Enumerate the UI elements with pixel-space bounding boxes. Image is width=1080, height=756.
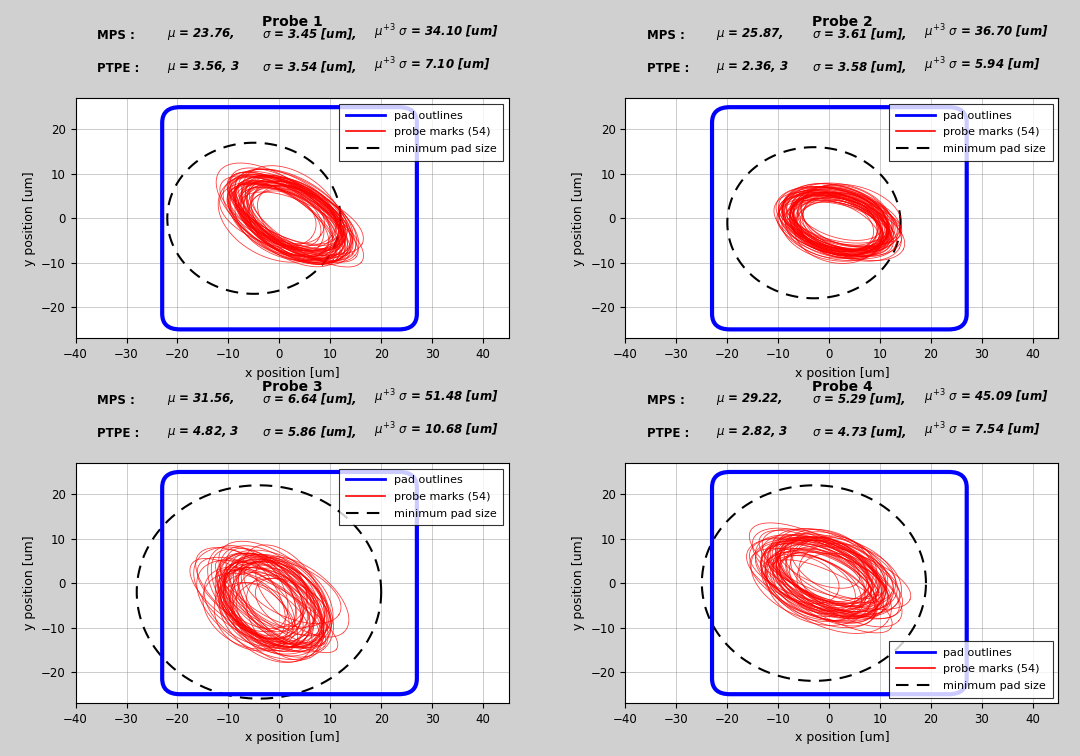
Legend: pad outlines, probe marks (54), minimum pad size: pad outlines, probe marks (54), minimum …	[339, 104, 503, 160]
Legend: pad outlines, probe marks (54), minimum pad size: pad outlines, probe marks (54), minimum …	[889, 104, 1053, 160]
Text: $\mu^{+3}$ $\sigma$ = 10.68 [um]: $\mu^{+3}$ $\sigma$ = 10.68 [um]	[375, 420, 499, 440]
Text: MPS :: MPS :	[97, 29, 135, 42]
Text: $\mu^{+3}$ $\sigma$ = 51.48 [um]: $\mu^{+3}$ $\sigma$ = 51.48 [um]	[375, 387, 499, 407]
Text: $\sigma$ = 5.86 [um],: $\sigma$ = 5.86 [um],	[261, 424, 356, 440]
Text: $\mu^{+3}$ $\sigma$ = 34.10 [um]: $\mu^{+3}$ $\sigma$ = 34.10 [um]	[375, 22, 499, 42]
Legend: pad outlines, probe marks (54), minimum pad size: pad outlines, probe marks (54), minimum …	[339, 469, 503, 525]
Text: $\mu$ = 31.56,: $\mu$ = 31.56,	[166, 391, 234, 407]
Y-axis label: y position [um]: y position [um]	[572, 171, 585, 265]
Text: $\sigma$ = 4.73 [um],: $\sigma$ = 4.73 [um],	[811, 424, 906, 440]
Text: PTPE :: PTPE :	[97, 427, 139, 440]
Text: $\mu$ = 2.36, 3: $\mu$ = 2.36, 3	[716, 60, 789, 76]
Text: MPS :: MPS :	[647, 394, 685, 407]
Text: $\mu$ = 2.82, 3: $\mu$ = 2.82, 3	[716, 424, 788, 440]
Text: MPS :: MPS :	[647, 29, 685, 42]
Text: MPS :: MPS :	[97, 394, 135, 407]
Text: $\mu^{+3}$ $\sigma$ = 5.94 [um]: $\mu^{+3}$ $\sigma$ = 5.94 [um]	[924, 56, 1041, 76]
Text: PTPE :: PTPE :	[97, 63, 139, 76]
Title: Probe 1: Probe 1	[261, 15, 323, 29]
X-axis label: x position [um]: x position [um]	[245, 731, 339, 745]
Title: Probe 3: Probe 3	[261, 380, 323, 394]
Text: $\mu^{+3}$ $\sigma$ = 45.09 [um]: $\mu^{+3}$ $\sigma$ = 45.09 [um]	[924, 387, 1049, 407]
Text: $\mu^{+3}$ $\sigma$ = 36.70 [um]: $\mu^{+3}$ $\sigma$ = 36.70 [um]	[924, 22, 1049, 42]
Title: Probe 4: Probe 4	[811, 380, 873, 394]
Text: $\sigma$ = 3.61 [um],: $\sigma$ = 3.61 [um],	[811, 26, 906, 42]
Text: $\mu$ = 29.22,: $\mu$ = 29.22,	[716, 391, 783, 407]
X-axis label: x position [um]: x position [um]	[245, 367, 339, 380]
Y-axis label: y position [um]: y position [um]	[23, 171, 36, 265]
Y-axis label: y position [um]: y position [um]	[572, 536, 585, 631]
Legend: pad outlines, probe marks (54), minimum pad size: pad outlines, probe marks (54), minimum …	[889, 641, 1053, 698]
Text: $\mu^{+3}$ $\sigma$ = 7.10 [um]: $\mu^{+3}$ $\sigma$ = 7.10 [um]	[375, 56, 491, 76]
Text: $\sigma$ = 3.58 [um],: $\sigma$ = 3.58 [um],	[811, 60, 906, 76]
Title: Probe 2: Probe 2	[811, 15, 873, 29]
Text: $\mu$ = 23.76,: $\mu$ = 23.76,	[166, 26, 234, 42]
Text: $\sigma$ = 6.64 [um],: $\sigma$ = 6.64 [um],	[261, 391, 356, 407]
X-axis label: x position [um]: x position [um]	[795, 367, 889, 380]
X-axis label: x position [um]: x position [um]	[795, 731, 889, 745]
Text: $\sigma$ = 3.45 [um],: $\sigma$ = 3.45 [um],	[261, 26, 356, 42]
Text: $\sigma$ = 5.29 [um],: $\sigma$ = 5.29 [um],	[811, 391, 905, 407]
Text: $\mu$ = 4.82, 3: $\mu$ = 4.82, 3	[166, 424, 239, 440]
Text: $\mu$ = 3.56, 3: $\mu$ = 3.56, 3	[166, 60, 239, 76]
Text: $\mu^{+3}$ $\sigma$ = 7.54 [um]: $\mu^{+3}$ $\sigma$ = 7.54 [um]	[924, 420, 1041, 440]
Y-axis label: y position [um]: y position [um]	[23, 536, 36, 631]
Text: PTPE :: PTPE :	[647, 63, 689, 76]
Text: $\mu$ = 25.87,: $\mu$ = 25.87,	[716, 26, 784, 42]
Text: PTPE :: PTPE :	[647, 427, 689, 440]
Text: $\sigma$ = 3.54 [um],: $\sigma$ = 3.54 [um],	[261, 60, 356, 76]
